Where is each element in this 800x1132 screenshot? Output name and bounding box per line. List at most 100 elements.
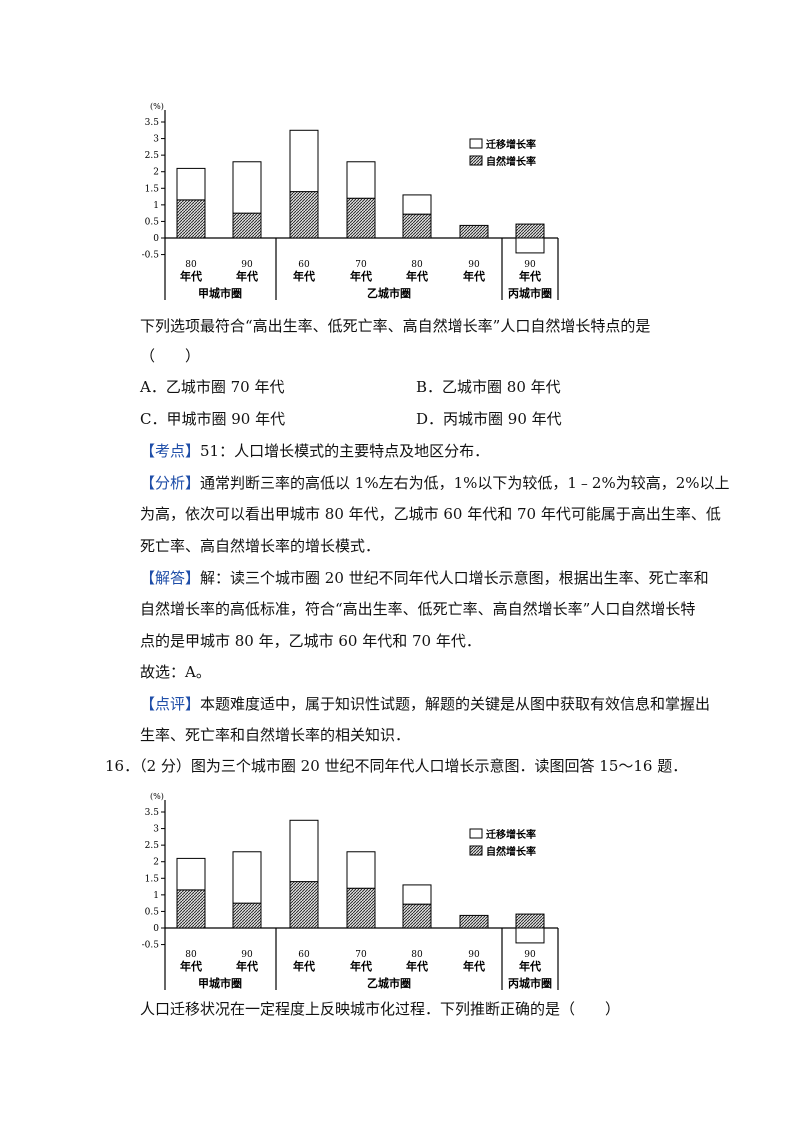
x-tick-label: 80 [411, 260, 423, 270]
y-tick-label: 3 [153, 825, 159, 835]
option-a: A．乙城市圈 70 年代 [140, 378, 285, 396]
jieda-line-1: 【解答】解：读三个城市圈 20 世纪不同年代人口增长示意图，根据出生率、死亡率和 [140, 568, 709, 588]
y-tick-label: 0.5 [145, 217, 160, 227]
bar-migration-growth [515, 237, 545, 254]
chart-svg-1: (%)3.532.521.510.50-0.580年代90年代60年代70年代8… [142, 102, 559, 300]
y-tick-label: 0 [153, 924, 159, 934]
x-tick-label: 90 [241, 260, 253, 270]
bar-natural-growth [176, 889, 206, 929]
bar-migration-growth [232, 161, 262, 214]
x-tick-label: 年代 [406, 269, 428, 283]
answer-line: 故选：A。 [140, 663, 211, 681]
population-growth-chart-1: (%) 3.5 3 2.5 2 1.5 1 0.5 0 -0.5 80 年代 90 年代 60 年代 70 年代 8… [140, 100, 570, 300]
x-tick-label: 90 [524, 260, 536, 270]
x-tick-label: 80 [185, 260, 197, 270]
dianping-line-2: 生率、死亡率和自然增长率的相关知识． [140, 726, 411, 744]
y-tick-label: 1.5 [145, 874, 160, 884]
legend-swatch-migration [469, 828, 483, 839]
bar-natural-growth [346, 887, 376, 929]
fenxi-line-2: 为高，依次可以看出甲城市 80 年代，乙城市 60 年代和 70 年代可能属于高… [140, 505, 721, 523]
legend-swatch-natural [469, 845, 483, 856]
fenxi-line-3: 死亡率、高自然增长率的增长模式． [140, 537, 381, 555]
kaodian-tag: 【考点】 [140, 442, 201, 460]
y-tick-label: 3.5 [145, 808, 160, 818]
y-tick-label: 0 [153, 234, 159, 244]
kaodian-text: 51：人口增长模式的主要特点及地区分布． [200, 442, 490, 460]
y-tick-label: -0.5 [142, 941, 160, 951]
bar-migration-growth [176, 857, 206, 891]
bar-natural-growth [459, 914, 489, 929]
bar-migration-growth [346, 161, 376, 199]
y-tick-label: -0.5 [142, 251, 160, 261]
y-unit-label: (%) [150, 102, 164, 111]
group-label: 甲城市圈 [198, 976, 242, 990]
group-label: 丙城市圈 [508, 286, 552, 300]
jieda-text-1: 解：读三个城市圈 20 世纪不同年代人口增长示意图，根据出生率、死亡率和 [200, 569, 709, 587]
chart-svg-2: (%)3.532.521.510.50-0.580年代90年代60年代70年代8… [142, 792, 559, 990]
bar-natural-growth [289, 881, 319, 929]
y-tick-label: 2 [153, 858, 159, 868]
bar-natural-growth [402, 903, 432, 929]
bar-natural-growth [176, 199, 206, 239]
jieda-line-3: 点的是甲城市 80 年，乙城市 60 年代和 70 年代． [140, 632, 481, 650]
x-tick-label: 年代 [236, 269, 258, 283]
bar-migration-growth [232, 851, 262, 904]
group-label: 丙城市圈 [508, 976, 552, 990]
y-tick-label: 1 [153, 201, 159, 211]
bar-migration-growth [289, 129, 319, 193]
group-label: 乙城市圈 [367, 286, 411, 300]
bar-migration-growth [515, 927, 545, 944]
fenxi-line-1: 【分析】通常判断三率的高低以 1%左右为低，1%以下为较低，1﹣2%为较高，2%… [140, 473, 730, 493]
bar-natural-growth [459, 224, 489, 239]
legend-swatch-migration [469, 138, 483, 149]
q16-header: 16．（2 分）图为三个城市圈 20 世纪不同年代人口增长示意图．读图回答 15… [105, 757, 688, 775]
x-tick-label: 60 [298, 950, 310, 960]
q15-stem: 下列选项最符合“高出生率、低死亡率、高自然增长率”人口自然增长特点的是 [140, 317, 651, 335]
y-tick-label: 2.5 [145, 841, 160, 851]
bar-migration-growth [176, 167, 206, 201]
q15-paren: （ ） [140, 347, 201, 365]
group-label: 甲城市圈 [198, 286, 242, 300]
group-label: 乙城市圈 [367, 976, 411, 990]
x-tick-label: 年代 [463, 959, 485, 973]
bar-natural-growth [289, 191, 319, 239]
legend-label-migration: 迁移增长率 [486, 828, 536, 841]
y-tick-label: 2 [153, 168, 159, 178]
bar-natural-growth [346, 197, 376, 239]
jieda-tag: 【解答】 [140, 569, 201, 587]
x-tick-label: 年代 [293, 269, 315, 283]
bar-migration-growth [402, 884, 432, 905]
x-tick-label: 年代 [519, 959, 541, 973]
y-tick-label: 0.5 [145, 907, 160, 917]
x-tick-label: 70 [355, 950, 367, 960]
bar-migration-growth [346, 851, 376, 889]
y-tick-label: 1 [153, 891, 159, 901]
q16-stem: 人口迁移状况在一定程度上反映城市化过程．下列推断正确的是（ ） [140, 1000, 621, 1018]
x-tick-label: 年代 [350, 269, 372, 283]
y-tick-label: 3.5 [145, 118, 160, 128]
option-b: B．乙城市圈 80 年代 [416, 378, 561, 396]
kaodian-line: 【考点】51：人口增长模式的主要特点及地区分布． [140, 441, 700, 461]
legend-label-natural: 自然增长率 [486, 845, 536, 858]
y-tick-label: 1.5 [145, 184, 160, 194]
x-tick-label: 60 [298, 260, 310, 270]
dianping-text-1: 本题难度适中，属于知识性试题，解题的关键是从图中获取有效信息和掌握出 [200, 695, 711, 713]
x-tick-label: 90 [468, 260, 480, 270]
x-tick-label: 80 [411, 950, 423, 960]
x-tick-label: 年代 [293, 959, 315, 973]
x-tick-label: 90 [241, 950, 253, 960]
x-tick-label: 70 [355, 260, 367, 270]
fenxi-tag: 【分析】 [140, 474, 201, 492]
x-tick-label: 年代 [180, 959, 202, 973]
bar-migration-growth [289, 819, 319, 883]
legend-label-migration: 迁移增长率 [486, 138, 536, 151]
legend-label-natural: 自然增长率 [486, 155, 536, 168]
y-tick-label: 3 [153, 135, 159, 145]
legend-swatch-natural [469, 155, 483, 166]
x-tick-label: 80 [185, 950, 197, 960]
y-unit-label: (%) [150, 792, 164, 801]
option-c: C．甲城市圈 90 年代 [140, 410, 286, 428]
x-tick-label: 90 [524, 950, 536, 960]
x-tick-label: 年代 [350, 959, 372, 973]
bar-natural-growth [402, 213, 432, 239]
